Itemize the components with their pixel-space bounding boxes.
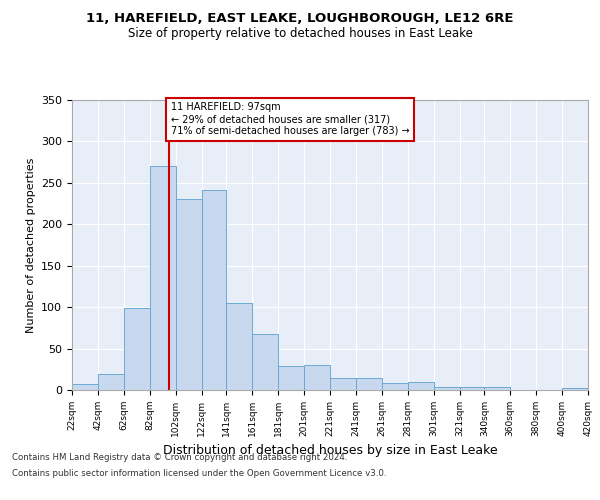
Text: 11, HAREFIELD, EAST LEAKE, LOUGHBOROUGH, LE12 6RE: 11, HAREFIELD, EAST LEAKE, LOUGHBOROUGH,… [86,12,514,26]
Bar [304,365,330,390]
Bar [202,190,226,390]
Bar [98,374,124,390]
Bar [124,308,150,390]
Y-axis label: Number of detached properties: Number of detached properties [26,158,35,332]
Bar [252,334,278,390]
Bar [226,303,252,390]
Bar [382,384,408,390]
Bar [434,386,460,390]
Bar [72,384,98,390]
Bar [408,382,434,390]
Bar [484,386,510,390]
Text: 11 HAREFIELD: 97sqm
← 29% of detached houses are smaller (317)
71% of semi-detac: 11 HAREFIELD: 97sqm ← 29% of detached ho… [170,102,409,136]
Bar [460,386,484,390]
Bar [150,166,176,390]
Text: Size of property relative to detached houses in East Leake: Size of property relative to detached ho… [128,28,472,40]
Text: Contains HM Land Registry data © Crown copyright and database right 2024.: Contains HM Land Registry data © Crown c… [12,454,347,462]
Text: Contains public sector information licensed under the Open Government Licence v3: Contains public sector information licen… [12,468,386,477]
X-axis label: Distribution of detached houses by size in East Leake: Distribution of detached houses by size … [163,444,497,458]
Bar [356,378,382,390]
Bar [278,366,304,390]
Bar [176,198,202,390]
Bar [562,388,588,390]
Bar [330,378,356,390]
